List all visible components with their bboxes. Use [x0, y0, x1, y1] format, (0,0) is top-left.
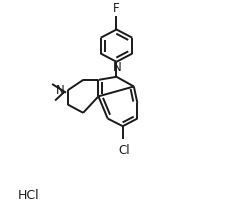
Text: Cl: Cl — [118, 144, 130, 157]
Text: HCl: HCl — [18, 188, 40, 202]
Text: N: N — [113, 61, 122, 74]
Text: N: N — [41, 79, 50, 92]
Text: F: F — [113, 2, 120, 15]
Text: N: N — [56, 84, 65, 97]
